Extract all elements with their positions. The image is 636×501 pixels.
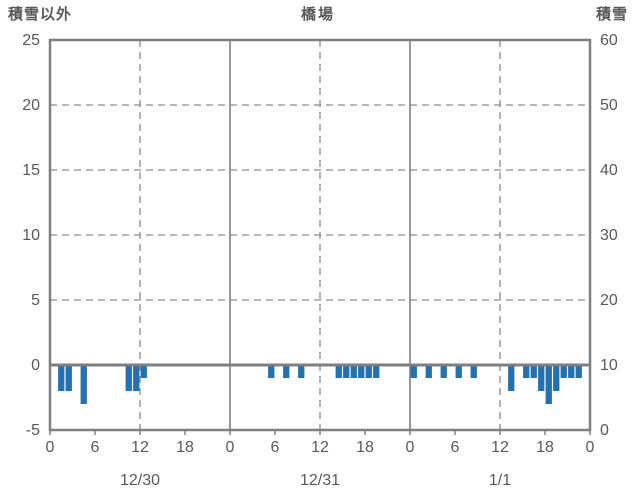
chart-title: 橋場 bbox=[300, 6, 335, 23]
bar bbox=[410, 365, 417, 378]
bar bbox=[508, 365, 515, 391]
bar bbox=[568, 365, 575, 378]
x-tick-label: 0 bbox=[46, 439, 55, 456]
x-tick-label: 12 bbox=[311, 439, 329, 456]
right-ytick-label: 0 bbox=[600, 422, 609, 439]
bar bbox=[440, 365, 447, 378]
bar bbox=[58, 365, 65, 391]
bar bbox=[470, 365, 477, 378]
left-ytick-label: 25 bbox=[22, 32, 40, 49]
bar bbox=[545, 365, 552, 404]
bar bbox=[350, 365, 357, 378]
bar bbox=[575, 365, 582, 378]
right-ytick-label: 60 bbox=[600, 32, 618, 49]
x-tick-label: 12 bbox=[131, 439, 149, 456]
right-ytick-label: 50 bbox=[600, 97, 618, 114]
left-ytick-label: 5 bbox=[31, 292, 40, 309]
bar bbox=[125, 365, 132, 391]
bar bbox=[455, 365, 462, 378]
x-tick-label: 18 bbox=[536, 439, 554, 456]
left-ytick-label: 20 bbox=[22, 97, 40, 114]
left-ytick-label: 10 bbox=[22, 227, 40, 244]
bar bbox=[530, 365, 537, 378]
right-ytick-label: 40 bbox=[600, 162, 618, 179]
bar bbox=[538, 365, 545, 391]
bar bbox=[553, 365, 560, 391]
x-tick-label: 0 bbox=[226, 439, 235, 456]
bar bbox=[523, 365, 530, 378]
bar bbox=[133, 365, 140, 391]
plot-border bbox=[48, 38, 592, 432]
bar bbox=[343, 365, 350, 378]
right-ytick-label: 10 bbox=[600, 357, 618, 374]
bar bbox=[335, 365, 342, 378]
day-label: 12/31 bbox=[300, 472, 340, 489]
right-axis-title: 積雪 bbox=[595, 6, 628, 23]
bar bbox=[80, 365, 87, 404]
x-tick-label: 6 bbox=[271, 439, 280, 456]
day-label: 12/30 bbox=[120, 472, 160, 489]
bar bbox=[268, 365, 275, 378]
left-ytick-label: 15 bbox=[22, 162, 40, 179]
left-ytick-label: 0 bbox=[31, 357, 40, 374]
bar bbox=[65, 365, 72, 391]
x-tick-label: 18 bbox=[356, 439, 374, 456]
bar bbox=[298, 365, 305, 378]
bar bbox=[560, 365, 567, 378]
right-ytick-label: 20 bbox=[600, 292, 618, 309]
left-axis-title: 積雪以外 bbox=[8, 6, 73, 23]
x-tick-label: 18 bbox=[176, 439, 194, 456]
bar bbox=[373, 365, 380, 378]
left-ytick-label: -5 bbox=[26, 422, 40, 439]
day-label: 1/1 bbox=[489, 472, 511, 489]
right-ytick-label: 30 bbox=[600, 227, 618, 244]
x-tick-label: 6 bbox=[451, 439, 460, 456]
bar bbox=[140, 365, 147, 378]
x-tick-label: 0 bbox=[406, 439, 415, 456]
x-tick-label: 0 bbox=[586, 439, 595, 456]
x-tick-label: 6 bbox=[91, 439, 100, 456]
bar bbox=[358, 365, 365, 378]
bar bbox=[365, 365, 372, 378]
bar bbox=[425, 365, 432, 378]
bar bbox=[283, 365, 290, 378]
x-tick-label: 12 bbox=[491, 439, 509, 456]
